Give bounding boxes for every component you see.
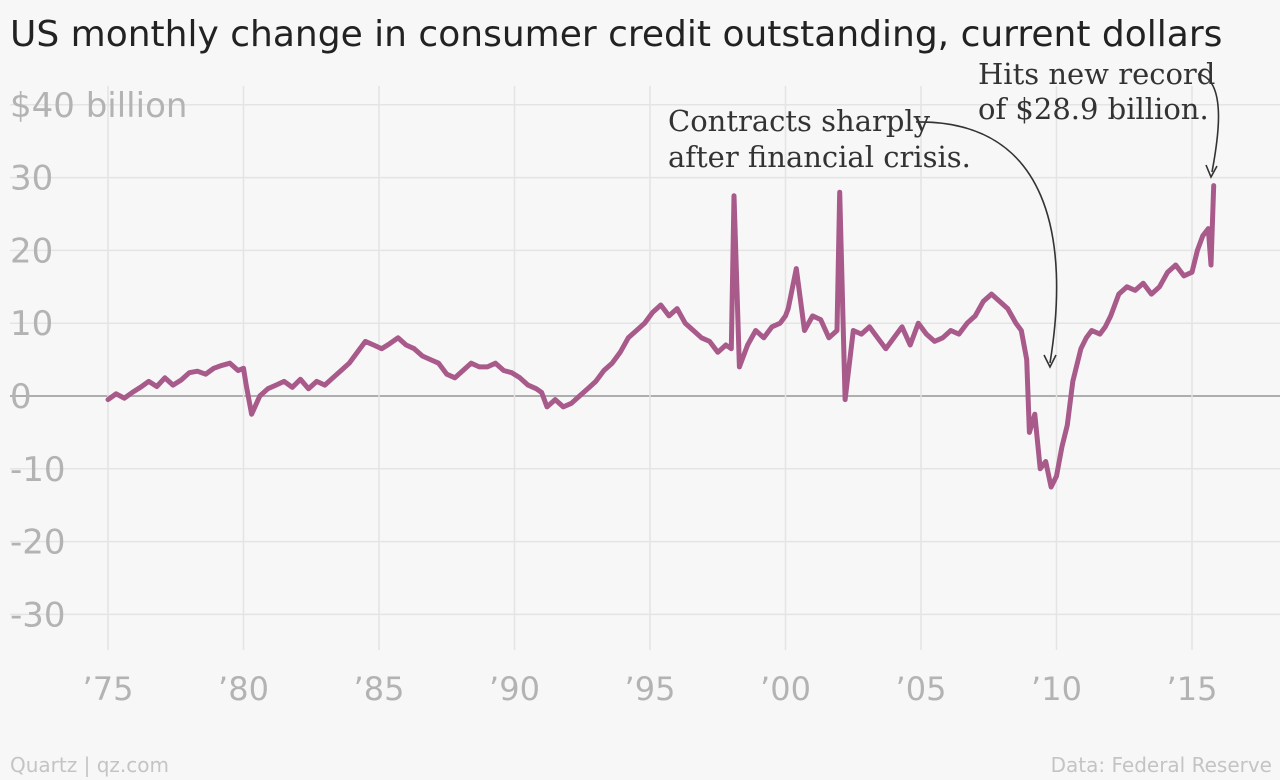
- annotation-crisis-arrow: [915, 121, 1058, 364]
- x-tick-label: ’75: [83, 670, 134, 708]
- footer-source-left: Quartz | qz.com: [10, 753, 169, 777]
- annotation-crisis-arrowhead: [1043, 354, 1057, 369]
- y-tick-label: $40 billion: [10, 86, 187, 126]
- series-line-0: [105, 183, 1217, 490]
- y-axis-ticks: $40 billion 30 20 10 0 -10 -20 -30: [10, 86, 187, 636]
- annotation-record-arrowhead: [1205, 164, 1218, 179]
- y-tick-label: 10: [10, 304, 53, 344]
- x-tick-label: ’15: [1167, 670, 1218, 708]
- annotation-crisis-line1: Contracts sharply: [668, 104, 931, 138]
- annotation-crisis-line2: after financial crisis.: [668, 140, 971, 174]
- annotation-record: Hits new record of $28.9 billion.: [978, 57, 1220, 179]
- footer-source-right: Data: Federal Reserve: [1051, 753, 1272, 777]
- x-tick-label: ’95: [625, 670, 676, 708]
- x-tick-label: ’85: [354, 670, 405, 708]
- y-tick-label: 0: [10, 377, 32, 417]
- x-tick-label: ’90: [489, 670, 540, 708]
- series-layer: [105, 183, 1217, 490]
- y-tick-label: -30: [10, 595, 66, 635]
- grid-layer: [10, 86, 1280, 650]
- y-tick-label: 30: [10, 159, 53, 199]
- x-tick-label: ’80: [218, 670, 269, 708]
- annotation-record-arrow: [1197, 73, 1220, 173]
- x-tick-label: ’00: [760, 670, 811, 708]
- chart-title: US monthly change in consumer credit out…: [10, 14, 1222, 55]
- annotation-crisis: Contracts sharply after financial crisis…: [668, 104, 1058, 369]
- y-tick-label: -20: [10, 523, 66, 563]
- annotation-record-line2: of $28.9 billion.: [978, 92, 1209, 126]
- x-tick-label: ’05: [896, 670, 947, 708]
- annotation-record-line1: Hits new record: [978, 57, 1215, 91]
- y-tick-label: 20: [10, 231, 53, 271]
- x-axis-ticks: ’75 ’80 ’85 ’90 ’95 ’00 ’05 ’10 ’15: [83, 670, 1218, 708]
- y-tick-label: -10: [10, 450, 66, 490]
- x-tick-label: ’10: [1031, 670, 1082, 708]
